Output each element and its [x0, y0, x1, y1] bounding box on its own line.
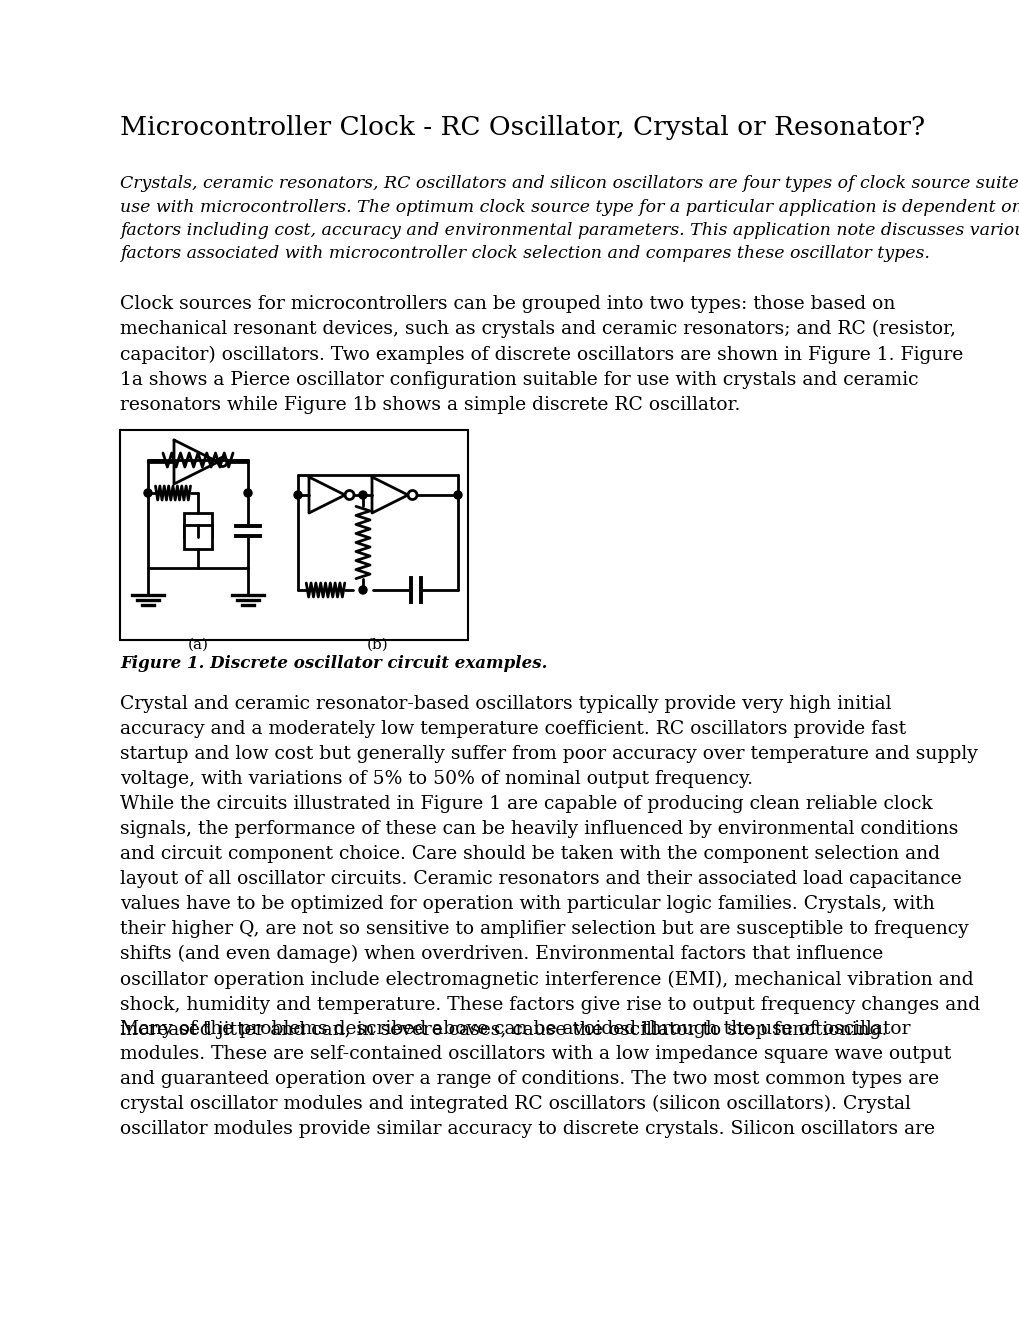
Circle shape: [453, 491, 462, 499]
Circle shape: [359, 586, 367, 594]
Text: Many of the problems described above can be avoided through the use of oscillato: Many of the problems described above can…: [120, 1020, 951, 1138]
Circle shape: [359, 491, 367, 499]
Text: While the circuits illustrated in Figure 1 are capable of producing clean reliab: While the circuits illustrated in Figure…: [120, 795, 979, 1039]
Circle shape: [244, 488, 252, 498]
Text: Figure 1. Discrete oscillator circuit examples.: Figure 1. Discrete oscillator circuit ex…: [120, 655, 547, 672]
Bar: [120, 430, 468, 640]
Circle shape: [144, 488, 152, 498]
Text: Crystal and ceramic resonator-based oscillators typically provide very high init: Crystal and ceramic resonator-based osci…: [120, 696, 977, 788]
Text: Clock sources for microcontrollers can be grouped into two types: those based on: Clock sources for microcontrollers can b…: [120, 294, 962, 413]
Circle shape: [293, 491, 302, 499]
Bar: [183, 512, 212, 536]
Text: Crystals, ceramic resonators, RC oscillators and silicon oscillators are four ty: Crystals, ceramic resonators, RC oscilla…: [120, 176, 1019, 263]
Bar: [183, 524, 212, 549]
Text: (b): (b): [367, 638, 388, 652]
Text: Microcontroller Clock - RC Oscillator, Crystal or Resonator?: Microcontroller Clock - RC Oscillator, C…: [120, 115, 924, 140]
Text: (a): (a): [187, 638, 208, 652]
